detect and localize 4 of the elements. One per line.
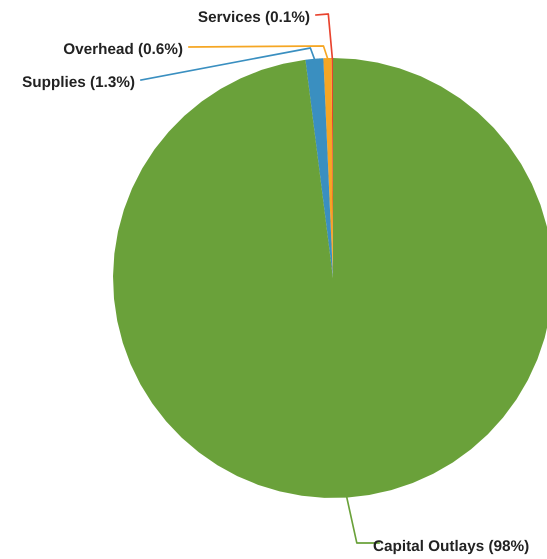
slice-label: Overhead (0.6%)	[64, 42, 182, 58]
slice-label: Supplies (1.3%)	[22, 76, 134, 90]
slice-label: Capital Outlays (98%)	[374, 540, 528, 554]
slice-label: Services (0.1%)	[198, 10, 310, 26]
